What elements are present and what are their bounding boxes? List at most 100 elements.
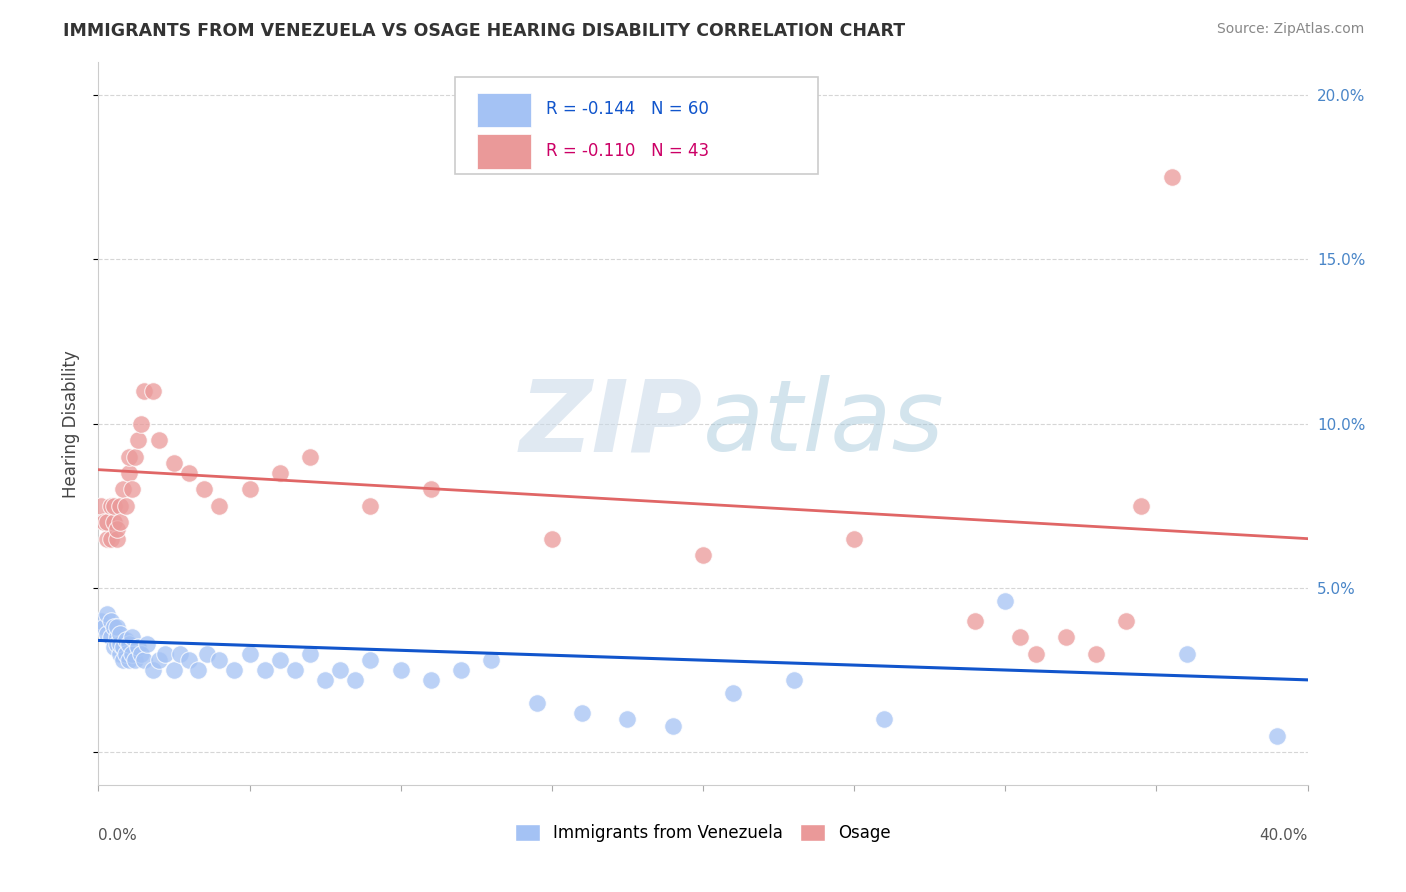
Point xyxy=(129,417,152,431)
Point xyxy=(526,696,548,710)
Point xyxy=(1175,647,1198,661)
Point xyxy=(1024,647,1046,661)
Y-axis label: Hearing Disability: Hearing Disability xyxy=(62,350,80,498)
Point xyxy=(103,620,125,634)
Point xyxy=(118,466,141,480)
Point xyxy=(108,627,131,641)
Point xyxy=(208,653,231,667)
Point xyxy=(179,653,201,667)
Point xyxy=(420,483,443,497)
Point xyxy=(96,607,118,622)
Text: 0.0%: 0.0% xyxy=(98,829,138,843)
Point xyxy=(1010,630,1032,644)
Point xyxy=(127,433,149,447)
FancyBboxPatch shape xyxy=(456,77,818,175)
Point xyxy=(100,630,122,644)
Point xyxy=(269,466,291,480)
Point xyxy=(96,515,118,529)
Point xyxy=(118,450,141,464)
Point xyxy=(105,637,128,651)
Point xyxy=(389,663,412,677)
Text: IMMIGRANTS FROM VENEZUELA VS OSAGE HEARING DISABILITY CORRELATION CHART: IMMIGRANTS FROM VENEZUELA VS OSAGE HEARI… xyxy=(63,22,905,40)
Point xyxy=(481,653,503,667)
Point xyxy=(118,637,141,651)
Point xyxy=(142,663,165,677)
Point xyxy=(692,548,714,562)
Point xyxy=(105,532,128,546)
Text: ZIP: ZIP xyxy=(520,376,703,472)
Point xyxy=(1130,499,1153,513)
Legend: Immigrants from Venezuela, Osage: Immigrants from Venezuela, Osage xyxy=(509,817,897,849)
Point xyxy=(344,673,367,687)
Point xyxy=(93,620,115,634)
Point xyxy=(163,456,186,470)
Point xyxy=(783,673,806,687)
Point xyxy=(121,647,143,661)
Point xyxy=(360,653,382,667)
Point xyxy=(114,647,136,661)
Point xyxy=(100,614,122,628)
Point xyxy=(132,384,155,398)
Point xyxy=(179,466,201,480)
Point xyxy=(105,620,128,634)
Point xyxy=(994,594,1017,608)
Point xyxy=(284,663,307,677)
Point xyxy=(121,630,143,644)
Point xyxy=(108,637,131,651)
Point xyxy=(965,614,987,628)
Point xyxy=(187,663,209,677)
Point xyxy=(121,483,143,497)
Point xyxy=(111,653,134,667)
Point xyxy=(96,532,118,546)
Point xyxy=(269,653,291,667)
Point xyxy=(111,483,134,497)
Point xyxy=(103,515,125,529)
Point xyxy=(661,719,683,733)
Point xyxy=(1160,170,1182,185)
Point xyxy=(132,653,155,667)
Point xyxy=(571,706,593,720)
Point xyxy=(108,499,131,513)
Point xyxy=(142,384,165,398)
Point xyxy=(93,515,115,529)
FancyBboxPatch shape xyxy=(477,93,531,128)
Point xyxy=(420,673,443,687)
Point xyxy=(105,522,128,536)
Point xyxy=(239,483,262,497)
Point xyxy=(90,614,112,628)
Point xyxy=(540,532,562,546)
Point xyxy=(1267,729,1289,743)
Point xyxy=(118,653,141,667)
Point xyxy=(103,499,125,513)
Point xyxy=(299,647,322,661)
Point xyxy=(108,515,131,529)
Text: Source: ZipAtlas.com: Source: ZipAtlas.com xyxy=(1216,22,1364,37)
Text: R = -0.110   N = 43: R = -0.110 N = 43 xyxy=(546,142,709,160)
Point xyxy=(844,532,866,546)
Point xyxy=(114,633,136,648)
Point xyxy=(124,653,146,667)
Point xyxy=(329,663,352,677)
Point xyxy=(100,532,122,546)
Point xyxy=(360,499,382,513)
Point xyxy=(873,712,896,726)
Point xyxy=(105,630,128,644)
FancyBboxPatch shape xyxy=(477,134,531,169)
Text: R = -0.144   N = 60: R = -0.144 N = 60 xyxy=(546,101,709,119)
Point xyxy=(253,663,276,677)
Point xyxy=(195,647,218,661)
Point xyxy=(1085,647,1108,661)
Point xyxy=(135,637,157,651)
Point xyxy=(450,663,472,677)
Point xyxy=(193,483,215,497)
Point xyxy=(114,499,136,513)
Point xyxy=(108,647,131,661)
Point xyxy=(127,640,149,654)
Point xyxy=(616,712,638,726)
Text: atlas: atlas xyxy=(703,376,945,472)
Point xyxy=(163,663,186,677)
Point xyxy=(148,653,170,667)
Point xyxy=(208,499,231,513)
Point xyxy=(96,627,118,641)
Point xyxy=(723,686,745,700)
